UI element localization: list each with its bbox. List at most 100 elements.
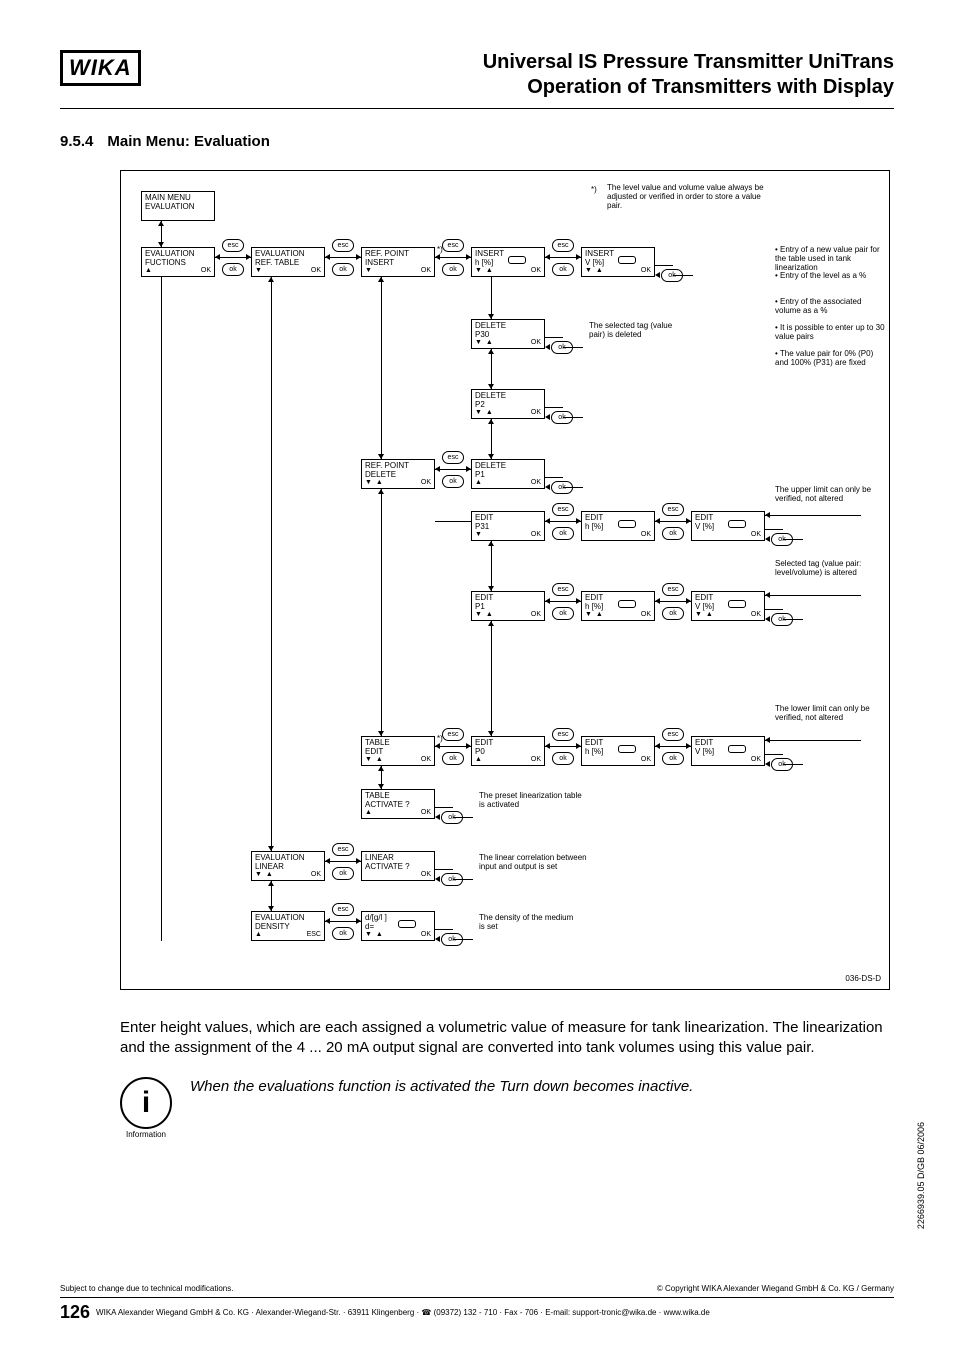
- esc-button: esc: [552, 503, 574, 516]
- evaluation-flowchart: 036-DS-D *)The level value and volume va…: [120, 170, 890, 990]
- esc-button: esc: [332, 239, 354, 252]
- arrowhead: [356, 858, 361, 864]
- arrowhead: [488, 419, 494, 424]
- flow-node-delete_p1: DELETEP1▲OK: [471, 459, 545, 489]
- section-heading: 9.5.4 Main Menu: Evaluation: [60, 133, 894, 150]
- ok-button: ok: [552, 607, 574, 620]
- footer-rule: [60, 1297, 894, 1298]
- footer-disclaimer: Subject to change due to technical modif…: [60, 1284, 233, 1293]
- flow-node-edit_v0: EDITV [%]OK: [691, 736, 765, 766]
- flow-node-edit_p31: EDITP31▼OK: [471, 511, 545, 541]
- arrowhead: [466, 254, 471, 260]
- arrowhead: [545, 484, 550, 490]
- connector: [435, 869, 453, 870]
- flow-node-main_menu: MAIN MENUEVALUATION: [141, 191, 215, 221]
- arrowhead: [488, 349, 494, 354]
- page-footer: Subject to change due to technical modif…: [60, 1284, 894, 1323]
- flow-node-linear_act: LINEARACTIVATE ?OK: [361, 851, 435, 881]
- connector: [453, 879, 473, 880]
- arrowhead: [268, 906, 274, 911]
- connector: [271, 277, 272, 851]
- ok-button: ok: [332, 263, 354, 276]
- flow-node-insert_v: INSERTV [%]▼ ▲OK: [581, 247, 655, 277]
- diagram-annotation: • Entry of the associated volume as a %: [775, 297, 885, 315]
- flow-node-insert_h: INSERTh [%]▼ ▲OK: [471, 247, 545, 277]
- diagram-annotation: The selected tag (value pair) is deleted: [589, 321, 679, 339]
- arrowhead: [765, 512, 770, 518]
- wika-logo: WIKA: [60, 50, 141, 86]
- arrowhead: [435, 743, 440, 749]
- connector: [563, 347, 583, 348]
- arrowhead: [158, 242, 164, 247]
- arrowhead: [435, 254, 440, 260]
- arrowhead: [325, 858, 330, 864]
- connector: [453, 939, 473, 940]
- flow-node-edit_h0: EDITh [%]OK: [581, 736, 655, 766]
- flow-node-delete_p2: DELETEP2▼ ▲OK: [471, 389, 545, 419]
- flow-node-edit_p0: EDITP0▲OK: [471, 736, 545, 766]
- flow-node-edit_p1: EDITP1▼ ▲OK: [471, 591, 545, 621]
- diagram-annotation: • Entry of a new value pair for the tabl…: [775, 245, 885, 273]
- ok-button: ok: [222, 263, 244, 276]
- diagram-annotation: • The value pair for 0% (P0) and 100% (P…: [775, 349, 885, 367]
- connector: [655, 265, 673, 266]
- arrowhead: [488, 454, 494, 459]
- diagram-annotation: The density of the medium is set: [479, 913, 579, 931]
- arrowhead: [765, 737, 770, 743]
- arrowhead: [576, 518, 581, 524]
- flow-node-edit_h31: EDITh [%]OK: [581, 511, 655, 541]
- connector: [563, 417, 583, 418]
- ok-button: ok: [442, 475, 464, 488]
- ok-button: ok: [552, 527, 574, 540]
- arrowhead: [378, 277, 384, 282]
- page-header: WIKA Universal IS Pressure Transmitter U…: [60, 50, 894, 100]
- arrowhead: [576, 254, 581, 260]
- arrowhead: [325, 254, 330, 260]
- arrowhead: [655, 272, 660, 278]
- ok-button: ok: [662, 527, 684, 540]
- ok-button: ok: [552, 263, 574, 276]
- arrowhead: [378, 784, 384, 789]
- connector: [765, 740, 861, 741]
- arrowhead: [765, 761, 770, 767]
- connector: [765, 529, 783, 530]
- arrowhead: [356, 254, 361, 260]
- connector: [435, 521, 471, 522]
- connector: [491, 349, 492, 389]
- arrowhead: [466, 743, 471, 749]
- note-text: When the evaluations function is activat…: [190, 1077, 693, 1097]
- connector: [783, 619, 803, 620]
- esc-button: esc: [662, 503, 684, 516]
- connector: [161, 277, 162, 941]
- connector: [783, 764, 803, 765]
- ok-button: ok: [662, 752, 684, 765]
- connector: [765, 595, 861, 596]
- arrowhead: [686, 518, 691, 524]
- information-icon: i: [120, 1077, 172, 1129]
- arrowhead: [246, 254, 251, 260]
- ok-button: ok: [332, 927, 354, 940]
- esc-button: esc: [442, 239, 464, 252]
- arrowhead: [545, 414, 550, 420]
- diagram-annotation: The upper limit can only be verified, no…: [775, 485, 875, 503]
- ok-button: ok: [442, 263, 464, 276]
- arrowhead: [435, 876, 440, 882]
- arrowhead: [488, 314, 494, 319]
- arrowhead: [356, 918, 361, 924]
- arrowhead: [488, 541, 494, 546]
- footer-address: WIKA Alexander Wiegand GmbH & Co. KG · A…: [96, 1308, 710, 1317]
- arrowhead: [576, 598, 581, 604]
- ok-button: ok: [442, 752, 464, 765]
- arrowhead: [488, 621, 494, 626]
- connector: [545, 407, 563, 408]
- connector: [381, 277, 382, 459]
- vertical-document-id: 2266939.05 D/GB 06/2006: [916, 1122, 926, 1229]
- flow-node-eval_linear: EVALUATIONLINEAR▼ ▲OK: [251, 851, 325, 881]
- arrowhead: [378, 766, 384, 771]
- arrowhead: [655, 743, 660, 749]
- connector: [453, 817, 473, 818]
- ok-button: ok: [332, 867, 354, 880]
- arrowhead: [488, 731, 494, 736]
- title-line-2: Operation of Transmitters with Display: [483, 75, 894, 100]
- flow-node-table_act: TABLEACTIVATE ?▲OK: [361, 789, 435, 819]
